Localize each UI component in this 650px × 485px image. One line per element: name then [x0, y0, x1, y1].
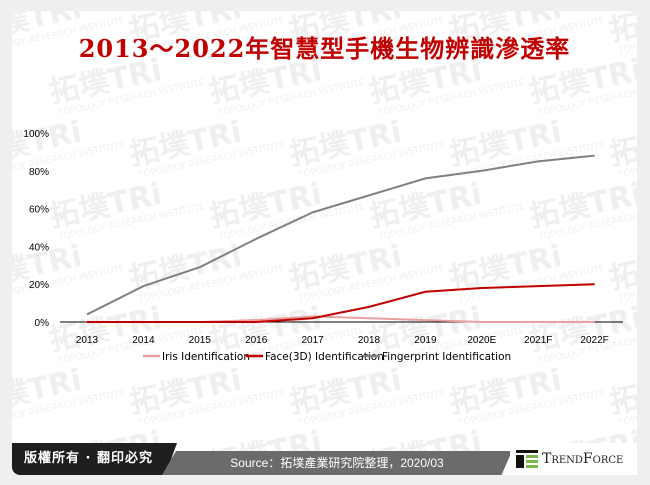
series-line-2	[86, 154, 595, 316]
chart-title: 2013～2022年智慧型手機生物辨識滲透率	[78, 34, 571, 63]
x-tick-label: 2017	[301, 335, 324, 346]
y-tick-label: 100%	[23, 129, 49, 140]
x-tick-label: 2021F	[524, 335, 552, 346]
x-tick-label: 2022F	[580, 335, 608, 346]
x-tick-label: 2014	[132, 335, 155, 346]
y-tick-label: 20%	[29, 280, 49, 291]
x-tick-label: 2016	[245, 335, 268, 346]
x-tick-label: 2020E	[467, 335, 496, 346]
y-tick-label: 80%	[29, 167, 49, 178]
trendforce-logo-icon	[516, 450, 538, 468]
series-line-1	[87, 283, 595, 323]
y-tick-label: 0%	[35, 318, 50, 329]
trendforce-logo: TrendForce	[510, 443, 637, 475]
x-tick-label: 2019	[414, 335, 437, 346]
x-tick-label: 2015	[189, 335, 212, 346]
copyright-label: 版權所有 · 翻印必究	[12, 443, 177, 475]
y-tick-label: 40%	[29, 242, 49, 253]
x-tick-label: 2018	[358, 335, 381, 346]
source-label: Source：拓墣產業研究院整理，2020/03	[162, 451, 512, 475]
trendforce-brand: TrendForce	[542, 451, 624, 467]
legend-label: Iris Identification	[162, 351, 250, 363]
x-tick-label: 2013	[76, 335, 99, 346]
legend-label: Face(3D) Identification	[265, 351, 384, 363]
legend-label: Fingerprint Identification	[382, 351, 511, 363]
footer: 版權所有 · 翻印必究 Source：拓墣產業研究院整理，2020/03 Tre…	[12, 443, 637, 475]
line-chart: 0% 20% 40% 60% 80% 100% 2013 2014 2015 2016 2017 20…	[23, 129, 623, 363]
y-tick-label: 60%	[29, 205, 49, 216]
